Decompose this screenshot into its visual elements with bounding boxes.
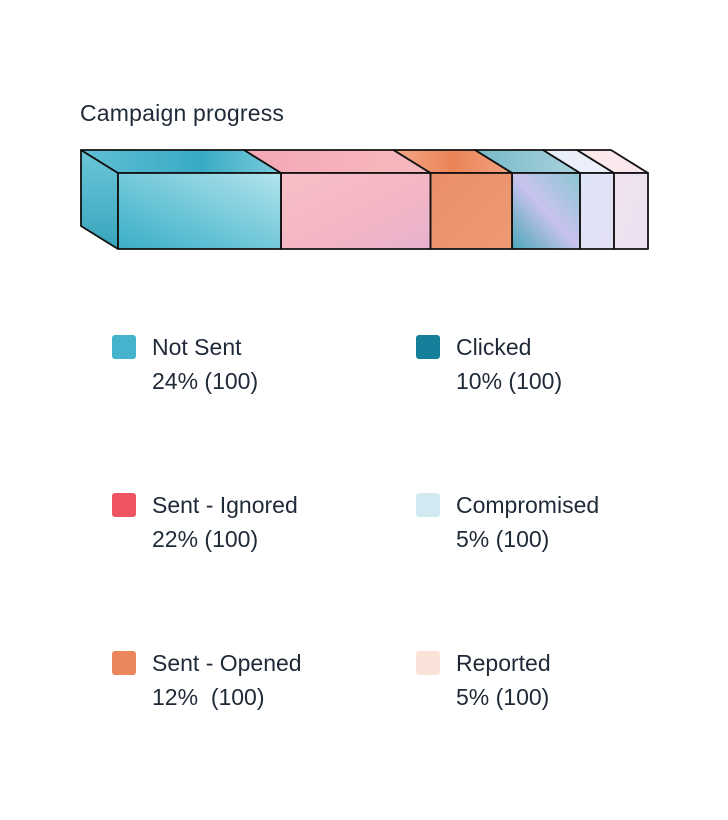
legend-value: 10% (100) [456,368,563,394]
legend-item-not-sent: Not Sent 24% (100) [112,332,372,402]
legend-item-sent-opened: Sent - Opened 12% (100) [112,648,372,718]
legend-swatch [416,335,440,359]
legend-item-clicked: Clicked 10% (100) [416,332,676,402]
bar-segment [511,172,581,250]
legend-value: 5% (100) [456,684,550,710]
legend-label: Sent - Ignored [152,492,298,518]
legend-label: Sent - Opened [152,650,302,676]
legend-swatch [416,651,440,675]
legend-swatch [112,651,136,675]
legend-swatch [112,493,136,517]
bar-segment [579,172,615,250]
legend-label: Compromised [456,492,600,518]
legend-label: Reported [456,650,551,676]
bar-segment [613,172,649,250]
bar-segment [117,172,282,250]
legend-item-sent-ignored: Sent - Ignored 22% (100) [112,490,372,560]
stacked-3d-bar [80,149,649,250]
chart-title: Campaign progress [80,100,285,126]
bar-segment [429,172,514,250]
legend-label: Clicked [456,334,532,360]
legend-swatch [112,335,136,359]
legend-value: 12% (100) [152,684,265,710]
legend-value: 22% (100) [152,526,259,552]
legend-value: 5% (100) [456,526,550,552]
legend-swatch [416,493,440,517]
legend-item-reported: Reported 5% (100) [416,648,676,718]
legend-item-compromised: Compromised 5% (100) [416,490,676,560]
legend-value: 24% (100) [152,368,259,394]
legend-label: Not Sent [152,334,242,360]
bar-segment [280,172,432,250]
